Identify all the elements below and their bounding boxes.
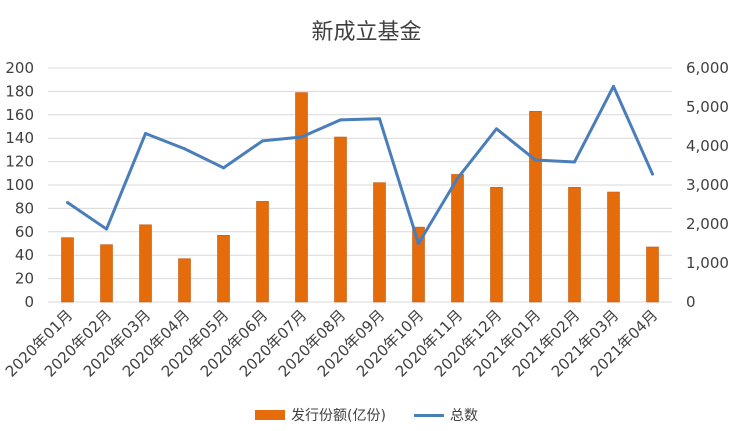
bar bbox=[373, 182, 386, 303]
left-tick-label: 120 bbox=[5, 153, 34, 171]
line-point bbox=[105, 227, 108, 231]
line-series bbox=[66, 84, 654, 245]
line-point bbox=[612, 84, 615, 88]
bar bbox=[100, 244, 113, 303]
right-tick-label: 0 bbox=[686, 293, 696, 311]
right-tick-label: 5,000 bbox=[686, 98, 729, 116]
left-tick-label: 0 bbox=[24, 293, 34, 311]
left-tick-label: 200 bbox=[5, 59, 34, 77]
legend-label-line: 总数 bbox=[449, 408, 478, 424]
right-tick-label: 1,000 bbox=[686, 254, 729, 272]
line-point bbox=[339, 118, 342, 122]
line-point bbox=[495, 127, 498, 131]
line-point bbox=[144, 132, 147, 136]
line-point bbox=[300, 135, 303, 139]
line-path bbox=[66, 84, 654, 245]
line-point bbox=[534, 158, 537, 162]
bar bbox=[607, 191, 620, 303]
bar-series bbox=[61, 92, 659, 303]
gridlines bbox=[48, 67, 672, 303]
legend: 发行份额(亿份) 总数 bbox=[0, 405, 733, 425]
bar bbox=[61, 237, 74, 303]
bar bbox=[139, 224, 152, 303]
right-tick-label: 2,000 bbox=[686, 215, 729, 233]
bar bbox=[529, 110, 542, 303]
bar bbox=[646, 246, 659, 303]
line-point bbox=[261, 139, 264, 143]
legend-swatch-bar bbox=[255, 410, 286, 420]
line-point bbox=[222, 166, 225, 170]
bar bbox=[412, 226, 425, 303]
right-axis-ticks: 0 1,000 2,000 3,000 4,000 5,000 6,000 bbox=[686, 59, 729, 311]
line-point bbox=[183, 147, 186, 151]
left-tick-label: 100 bbox=[5, 176, 34, 194]
right-tick-label: 6,000 bbox=[686, 59, 729, 77]
line-point bbox=[417, 242, 420, 245]
right-tick-label: 3,000 bbox=[686, 176, 729, 194]
legend-item-bar: 发行份额(亿份) bbox=[255, 405, 386, 425]
bar bbox=[178, 258, 191, 303]
left-tick-label: 60 bbox=[15, 223, 34, 241]
bar bbox=[295, 92, 308, 303]
left-axis-ticks: 0 20 40 60 80 100 120 140 160 180 200 bbox=[5, 59, 34, 311]
line-point bbox=[66, 201, 69, 205]
right-tick-label: 4,000 bbox=[686, 137, 729, 155]
chart-title: 新成立基金 bbox=[311, 20, 422, 45]
legend-swatch-line bbox=[413, 413, 444, 417]
bar bbox=[217, 235, 230, 303]
left-tick-label: 180 bbox=[5, 82, 34, 100]
left-tick-label: 20 bbox=[15, 270, 34, 288]
left-tick-label: 40 bbox=[15, 246, 34, 264]
bar bbox=[334, 136, 347, 303]
bar bbox=[568, 187, 581, 303]
left-tick-label: 80 bbox=[15, 199, 34, 217]
line-point bbox=[573, 160, 576, 164]
bar bbox=[490, 187, 503, 303]
legend-label-bar: 发行份额(亿份) bbox=[291, 408, 386, 424]
legend-item-line: 总数 bbox=[413, 405, 478, 425]
line-point bbox=[456, 176, 459, 180]
left-tick-label: 160 bbox=[5, 106, 34, 124]
left-tick-label: 140 bbox=[5, 129, 34, 147]
x-axis-ticks: 2020年01月2020年02月2020年03月2020年04月2020年05月… bbox=[2, 306, 661, 380]
line-point bbox=[378, 117, 381, 121]
bar bbox=[256, 201, 269, 303]
bar bbox=[451, 174, 464, 303]
line-point bbox=[651, 172, 654, 176]
